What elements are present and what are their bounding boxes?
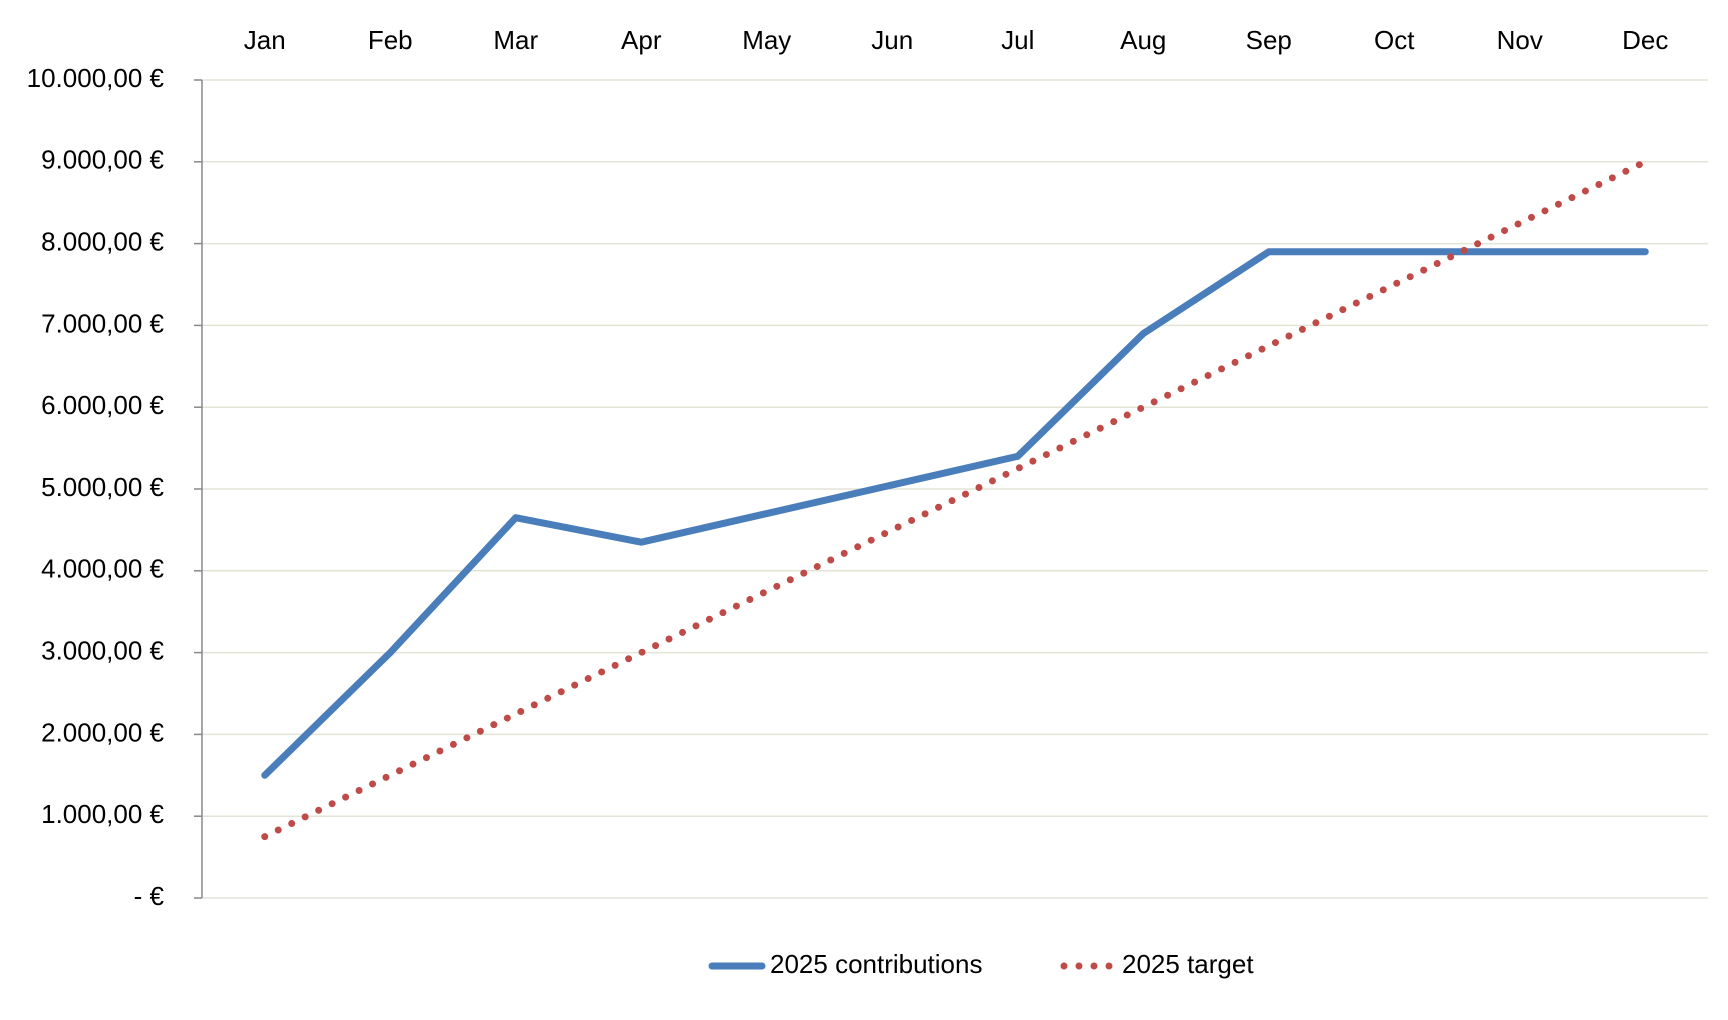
x-tick-label: Dec bbox=[1622, 25, 1668, 55]
y-tick-label: 5.000,00 € bbox=[41, 472, 164, 502]
x-tick-label: Mar bbox=[493, 25, 538, 55]
x-tick-label: May bbox=[742, 25, 791, 55]
y-tick-label: - € bbox=[134, 881, 165, 911]
x-tick-label: Feb bbox=[368, 25, 413, 55]
series-line bbox=[261, 158, 1649, 841]
y-tick-label: 10.000,00 € bbox=[27, 63, 165, 93]
y-tick-label: 2.000,00 € bbox=[41, 717, 164, 747]
y-tick-label: 9.000,00 € bbox=[41, 145, 164, 175]
series-line bbox=[261, 248, 1649, 779]
legend-label: 2025 target bbox=[1122, 949, 1254, 979]
x-tick-label: Nov bbox=[1497, 25, 1543, 55]
y-tick-label: 4.000,00 € bbox=[41, 554, 164, 584]
x-tick-label: Jan bbox=[244, 25, 286, 55]
x-tick-label: Aug bbox=[1120, 25, 1166, 55]
x-tick-label: Apr bbox=[621, 25, 662, 55]
y-tick-label: 8.000,00 € bbox=[41, 226, 164, 256]
y-tick-label: 6.000,00 € bbox=[41, 390, 164, 420]
y-tick-label: 1.000,00 € bbox=[41, 799, 164, 829]
x-tick-label: Oct bbox=[1374, 25, 1415, 55]
x-tick-label: Jun bbox=[871, 25, 913, 55]
x-tick-label: Sep bbox=[1246, 25, 1292, 55]
y-tick-label: 7.000,00 € bbox=[41, 308, 164, 338]
legend-label: 2025 contributions bbox=[770, 949, 982, 979]
y-tick-label: 3.000,00 € bbox=[41, 635, 164, 665]
x-tick-label: Jul bbox=[1001, 25, 1034, 55]
